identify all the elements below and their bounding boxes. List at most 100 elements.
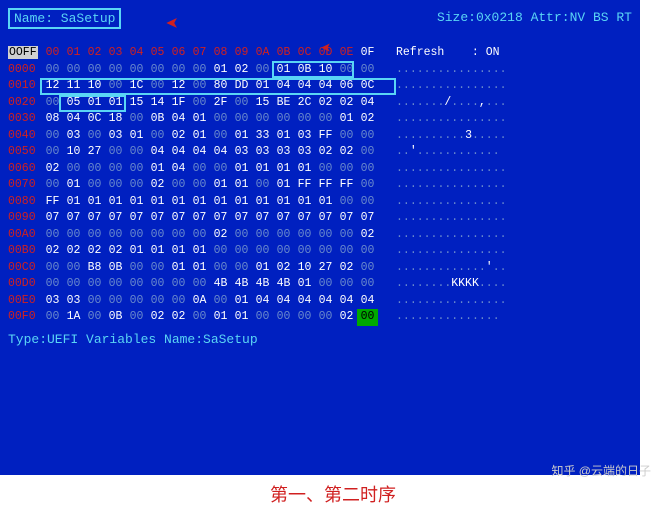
hex-byte[interactable]: 0A [189, 293, 210, 310]
hex-byte[interactable]: BE [273, 95, 294, 112]
hex-byte[interactable]: 04 [357, 293, 378, 310]
hex-byte[interactable]: FF [336, 177, 357, 194]
hex-byte[interactable]: 01 [336, 111, 357, 128]
hex-byte[interactable]: 07 [42, 210, 63, 227]
hex-byte[interactable]: 18 [105, 111, 126, 128]
hex-byte[interactable]: 04 [252, 293, 273, 310]
hex-byte[interactable]: 01 [189, 128, 210, 145]
hex-byte[interactable]: 04 [168, 161, 189, 178]
hex-byte[interactable]: 07 [147, 210, 168, 227]
hex-byte[interactable]: 01 [273, 177, 294, 194]
hex-byte[interactable]: 00 [210, 111, 231, 128]
hex-byte[interactable]: 02 [336, 144, 357, 161]
hex-byte[interactable]: 02 [168, 128, 189, 145]
hex-byte[interactable]: 01 [273, 128, 294, 145]
hex-byte[interactable]: 00 [84, 276, 105, 293]
hex-byte[interactable]: 14 [147, 95, 168, 112]
hex-byte[interactable]: 15 [252, 95, 273, 112]
hex-byte[interactable]: 04 [210, 144, 231, 161]
hex-byte[interactable]: 00 [273, 309, 294, 326]
hex-byte[interactable]: 80 [210, 78, 231, 95]
hex-byte[interactable]: 07 [252, 210, 273, 227]
hex-byte[interactable]: 10 [84, 78, 105, 95]
hex-byte[interactable]: 03 [294, 128, 315, 145]
hex-byte[interactable]: 01 [147, 161, 168, 178]
hex-byte[interactable]: 01 [105, 194, 126, 211]
hex-byte[interactable]: 07 [63, 210, 84, 227]
hex-byte[interactable]: 03 [105, 128, 126, 145]
hex-byte[interactable]: 01 [126, 194, 147, 211]
hex-byte[interactable]: 02 [105, 243, 126, 260]
hex-byte[interactable]: 12 [42, 78, 63, 95]
hex-byte[interactable]: 02 [336, 309, 357, 326]
hex-byte[interactable]: 04 [357, 95, 378, 112]
hex-byte[interactable]: 00 [357, 161, 378, 178]
hex-byte[interactable]: 01 [294, 276, 315, 293]
hex-byte[interactable]: 00 [252, 177, 273, 194]
hex-byte[interactable]: 10 [315, 62, 336, 79]
hex-byte[interactable]: 2C [294, 95, 315, 112]
hex-byte[interactable]: 02 [357, 111, 378, 128]
hex-byte[interactable]: 0C [357, 78, 378, 95]
hex-byte[interactable]: 00 [336, 276, 357, 293]
hex-byte[interactable]: 10 [63, 144, 84, 161]
hex-byte[interactable]: 00 [336, 62, 357, 79]
hex-byte[interactable]: 00 [336, 128, 357, 145]
hex-byte[interactable]: 01 [231, 177, 252, 194]
hex-byte[interactable]: 01 [252, 194, 273, 211]
hex-byte[interactable]: 15 [126, 95, 147, 112]
hex-byte[interactable]: 01 [147, 243, 168, 260]
hex-byte[interactable]: 04 [168, 111, 189, 128]
hex-byte[interactable]: 00 [336, 194, 357, 211]
hex-byte[interactable]: 01 [252, 78, 273, 95]
hex-byte[interactable]: 00 [189, 227, 210, 244]
hex-byte[interactable]: 00 [168, 177, 189, 194]
hex-byte[interactable]: 01 [63, 194, 84, 211]
hex-byte[interactable]: 00 [126, 293, 147, 310]
hex-byte[interactable]: 08 [42, 111, 63, 128]
hex-byte[interactable]: 03 [294, 144, 315, 161]
hex-byte[interactable]: 03 [42, 293, 63, 310]
hex-byte[interactable]: 00 [189, 161, 210, 178]
hex-byte[interactable]: 00 [147, 78, 168, 95]
hex-byte[interactable]: 01 [168, 194, 189, 211]
hex-byte[interactable]: 00 [42, 309, 63, 326]
hex-byte[interactable]: 33 [252, 128, 273, 145]
hex-byte[interactable]: 00 [84, 309, 105, 326]
hex-byte[interactable]: 01 [294, 194, 315, 211]
hex-byte[interactable]: 01 [189, 260, 210, 277]
hex-byte[interactable]: 07 [273, 210, 294, 227]
hex-byte[interactable]: 07 [84, 210, 105, 227]
hex-byte[interactable]: 00 [231, 95, 252, 112]
hex-byte[interactable]: 00 [126, 276, 147, 293]
hex-byte[interactable]: 04 [273, 293, 294, 310]
hex-byte[interactable]: 01 [126, 243, 147, 260]
hex-byte[interactable]: 00 [168, 62, 189, 79]
hex-byte[interactable]: 01 [210, 62, 231, 79]
hex-byte[interactable]: 00 [357, 243, 378, 260]
hex-byte[interactable]: 01 [294, 161, 315, 178]
hex-byte[interactable]: 00 [42, 227, 63, 244]
hex-byte[interactable]: 00 [189, 309, 210, 326]
hex-byte[interactable]: 01 [168, 260, 189, 277]
hex-byte[interactable]: 04 [63, 111, 84, 128]
hex-byte[interactable]: 00 [273, 227, 294, 244]
hex-byte[interactable]: 00 [210, 128, 231, 145]
hex-byte[interactable]: 00 [273, 111, 294, 128]
hex-byte[interactable]: 00 [294, 111, 315, 128]
hex-byte[interactable]: 02 [357, 227, 378, 244]
hex-byte[interactable]: 01 [189, 243, 210, 260]
hex-byte[interactable]: 07 [336, 210, 357, 227]
hex-byte[interactable]: 00 [147, 62, 168, 79]
hex-byte[interactable]: 01 [231, 194, 252, 211]
hex-byte[interactable]: 00 [294, 243, 315, 260]
hex-byte[interactable]: 01 [63, 177, 84, 194]
hex-byte[interactable]: 01 [252, 260, 273, 277]
hex-byte[interactable]: 07 [231, 210, 252, 227]
hex-byte[interactable]: 04 [147, 144, 168, 161]
hex-byte[interactable]: 00 [42, 260, 63, 277]
hex-byte[interactable]: 00 [42, 177, 63, 194]
hex-byte[interactable]: 12 [168, 78, 189, 95]
hex-byte[interactable]: 00 [189, 95, 210, 112]
hex-byte[interactable]: 03 [252, 144, 273, 161]
